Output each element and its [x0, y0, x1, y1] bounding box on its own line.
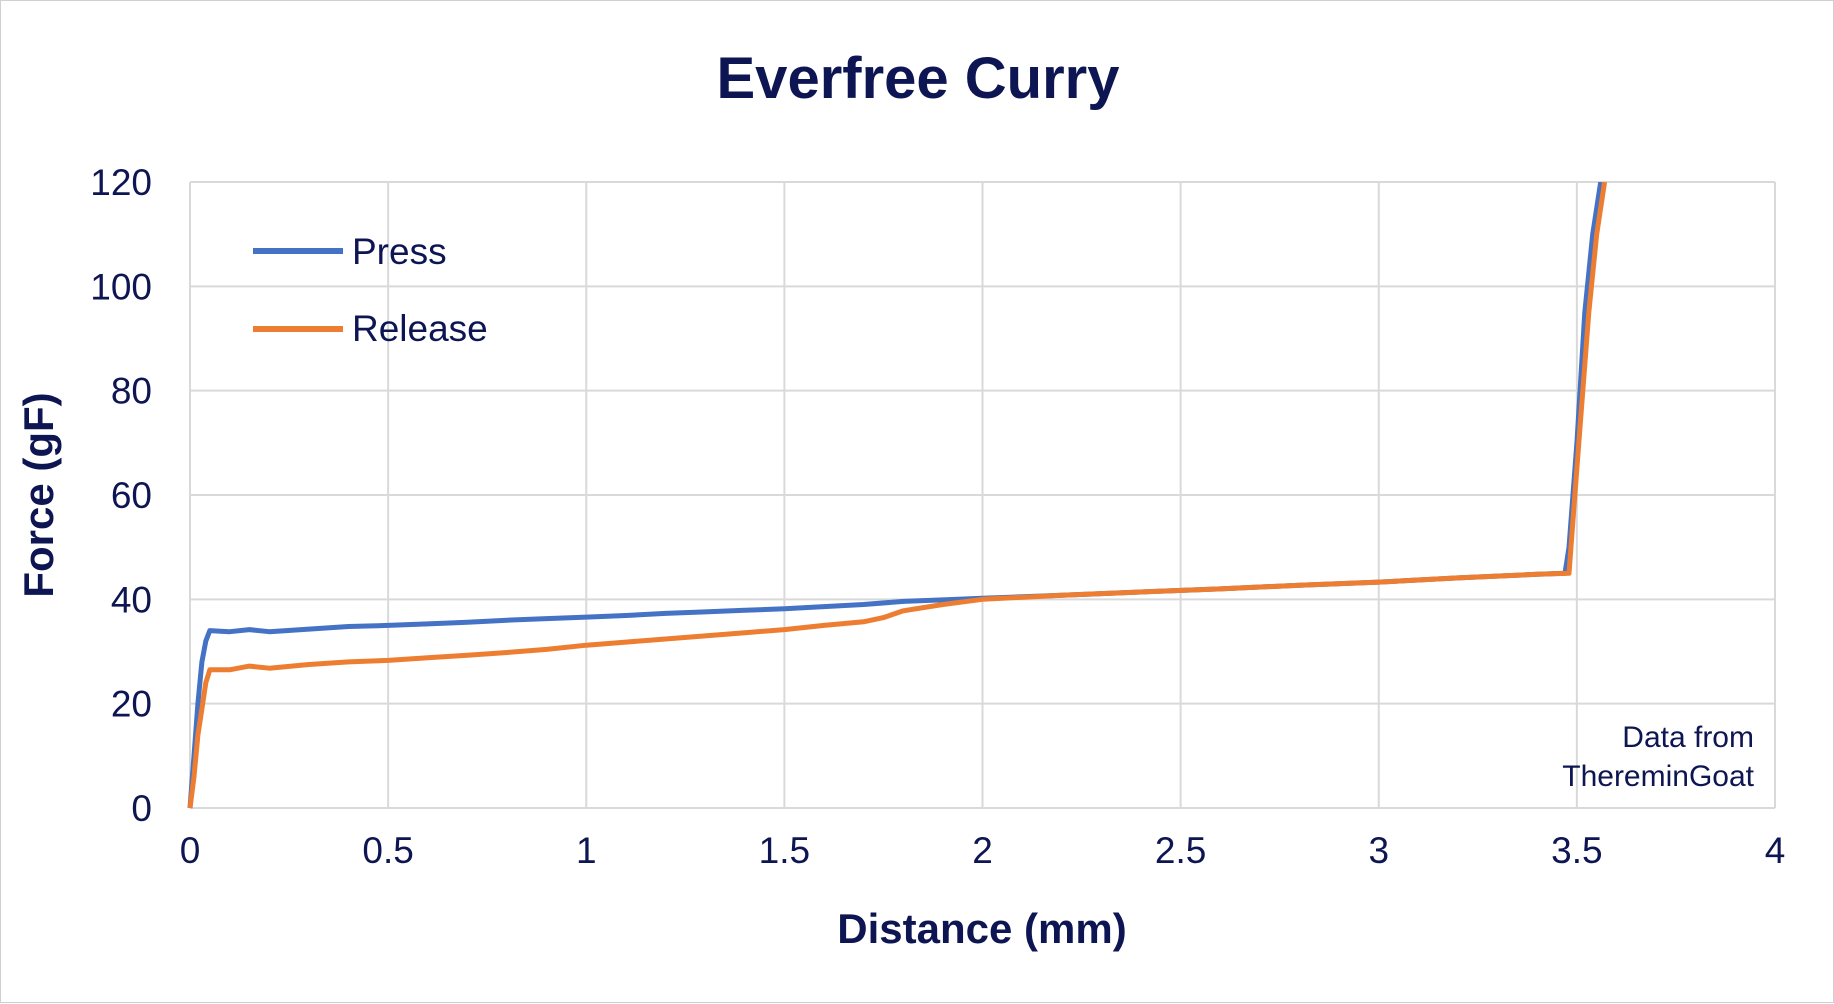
x-tick-label: 2.5 [1155, 830, 1206, 871]
y-tick-label: 0 [131, 788, 152, 829]
legend: Press Release [253, 231, 488, 349]
x-tick-label: 3 [1368, 830, 1389, 871]
x-tick-label: 2 [972, 830, 993, 871]
y-tick-label: 40 [111, 579, 152, 620]
y-tick-label: 60 [111, 475, 152, 516]
x-axis-title: Distance (mm) [837, 905, 1126, 952]
legend-label-release: Release [352, 308, 488, 349]
series-line-release [187, 182, 1608, 809]
y-tick-label: 100 [90, 266, 152, 307]
legend-label-press: Press [352, 231, 447, 272]
x-tick-label: 1.5 [759, 830, 810, 871]
x-tick-label: 3.5 [1551, 830, 1602, 871]
series-layer [187, 182, 1608, 809]
y-tick-label: 120 [90, 162, 152, 203]
x-tick-label: 4 [1765, 830, 1786, 871]
annotation-line-2: ThereminGoat [1562, 760, 1754, 793]
x-tick-label: 0 [180, 830, 201, 871]
annotation-line-1: Data from [1622, 721, 1754, 754]
source-annotation: Data from ThereminGoat [1562, 721, 1754, 793]
y-axis-title: Force (gF) [15, 392, 62, 597]
grid-layer [189, 181, 1776, 809]
x-tick-label: 0.5 [362, 830, 413, 871]
y-tick-label: 80 [111, 371, 152, 412]
y-tick-label: 20 [111, 684, 152, 725]
chart-title: Everfree Curry [717, 46, 1120, 111]
x-tick-label: 1 [576, 830, 597, 871]
